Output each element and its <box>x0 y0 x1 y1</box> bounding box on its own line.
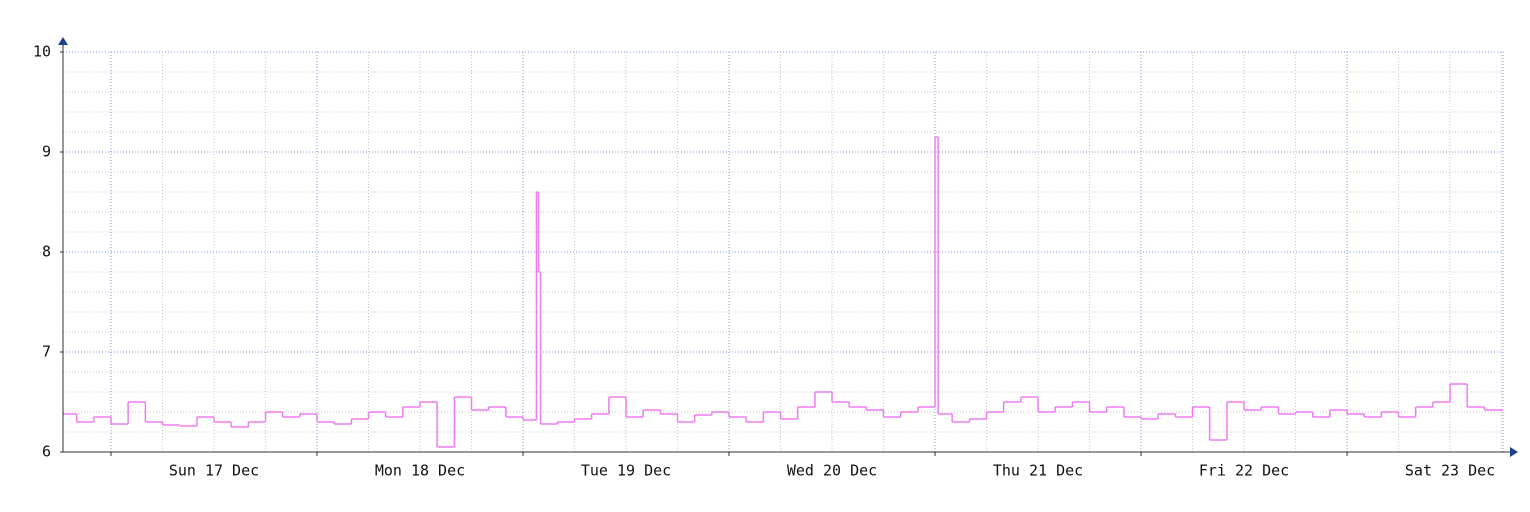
x-tick-label: Sat 23 Dec <box>1405 462 1495 480</box>
grid <box>60 51 1504 456</box>
axes <box>58 37 1518 457</box>
x-axis-arrow <box>1510 447 1518 457</box>
y-tick-label: 9 <box>42 143 51 161</box>
x-tick-label: Sun 17 Dec <box>169 462 259 480</box>
x-tick-label: Wed 20 Dec <box>787 462 877 480</box>
line-riser <box>75 137 1486 447</box>
x-tick-label: Thu 21 Dec <box>993 462 1083 480</box>
x-tick-label: Tue 19 Dec <box>581 462 671 480</box>
y-tick-label: 6 <box>42 443 51 461</box>
labels: 6 7 8 9 10 Sun 17 Dec Mon 18 Dec Tue 19 Dec Wed … <box>33 43 1495 480</box>
y-tick-label: 8 <box>42 243 51 261</box>
x-tick-label: Mon 18 Dec <box>375 462 465 480</box>
y-axis-arrow <box>58 37 68 45</box>
x-tick-label: Fri 22 Dec <box>1199 462 1289 480</box>
plot <box>63 136 1503 448</box>
y-tick-label: 7 <box>42 343 51 361</box>
y-tick-label: 10 <box>33 43 51 61</box>
